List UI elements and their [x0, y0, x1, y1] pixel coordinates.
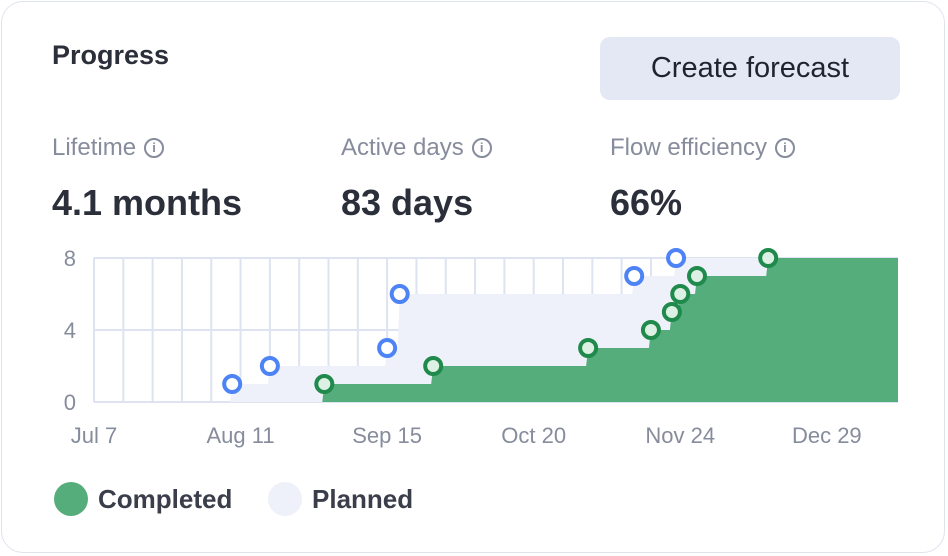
card-title: Progress: [52, 40, 170, 70]
y-tick-label: 8: [64, 246, 76, 271]
planned-point: [259, 356, 280, 376]
info-icon[interactable]: i: [144, 138, 165, 158]
completed-point: [640, 320, 661, 340]
stat-label: Active days: [341, 134, 464, 161]
stat-flow-efficiency: Flow efficiency i 66%: [610, 134, 795, 224]
y-tick-label: 0: [64, 390, 76, 415]
planned-point: [666, 248, 687, 268]
planned-point: [624, 266, 645, 286]
x-tick-label: Oct 20: [501, 423, 566, 448]
planned-swatch: [268, 482, 302, 516]
info-icon[interactable]: i: [774, 138, 795, 158]
completed-swatch: [54, 482, 88, 516]
x-tick-label: Sep 15: [352, 423, 422, 448]
completed-point: [670, 284, 691, 304]
stat-label: Lifetime: [52, 134, 137, 161]
x-tick-label: Jul 7: [71, 423, 117, 448]
info-icon[interactable]: i: [471, 138, 492, 158]
completed-point: [314, 374, 335, 394]
planned-point: [389, 284, 410, 304]
completed-point: [758, 248, 779, 268]
x-tick-label: Aug 11: [207, 423, 275, 448]
stat-value: 4.1 months: [52, 182, 243, 223]
legend-label: Planned: [312, 483, 414, 514]
completed-point: [661, 302, 682, 322]
legend-completed: Completed: [54, 482, 232, 516]
completed-point: [423, 356, 444, 376]
stat-lifetime: Lifetime i 4.1 months: [52, 134, 242, 224]
x-tick-label: Dec 29: [792, 423, 862, 448]
stat-label: Flow efficiency: [610, 134, 767, 161]
stat-value: 66%: [610, 182, 683, 223]
y-tick-label: 4: [64, 318, 76, 343]
planned-point: [222, 374, 243, 394]
legend-label: Completed: [98, 483, 233, 514]
completed-point: [687, 266, 707, 286]
planned-point: [377, 338, 398, 358]
stat-value: 83 days: [341, 182, 474, 223]
legend-planned: Planned: [268, 482, 413, 516]
x-tick-label: Nov 24: [645, 423, 715, 448]
completed-area: [322, 258, 898, 402]
stat-active-days: Active days i 83 days: [341, 134, 492, 224]
create-forecast-button[interactable]: Create forecast: [600, 37, 900, 100]
completed-point: [578, 338, 599, 358]
